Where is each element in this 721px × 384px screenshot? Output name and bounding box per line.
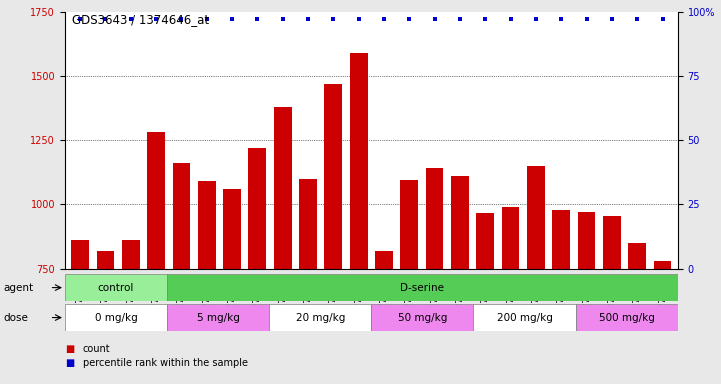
Text: ■: ■ <box>65 358 74 368</box>
Bar <box>65 274 167 301</box>
Text: 5 mg/kg: 5 mg/kg <box>197 313 239 323</box>
Bar <box>198 181 216 269</box>
Text: 200 mg/kg: 200 mg/kg <box>497 313 552 323</box>
Bar <box>552 210 570 269</box>
Text: ■: ■ <box>65 344 74 354</box>
Text: 20 mg/kg: 20 mg/kg <box>296 313 345 323</box>
Bar <box>274 107 291 269</box>
Text: control: control <box>98 283 134 293</box>
Text: D-serine: D-serine <box>400 283 444 293</box>
Bar <box>350 53 368 269</box>
Bar <box>324 84 342 269</box>
Text: dose: dose <box>4 313 29 323</box>
Bar <box>502 207 519 269</box>
Bar <box>654 261 671 269</box>
Bar <box>451 176 469 269</box>
Bar <box>122 240 140 269</box>
Text: count: count <box>83 344 110 354</box>
Bar <box>603 216 621 269</box>
Bar <box>147 132 165 269</box>
Bar <box>65 304 167 331</box>
Bar <box>371 304 474 331</box>
Bar <box>629 243 646 269</box>
Bar <box>249 148 266 269</box>
Bar <box>527 166 545 269</box>
Text: 500 mg/kg: 500 mg/kg <box>598 313 655 323</box>
Bar <box>375 251 393 269</box>
Bar <box>167 304 269 331</box>
Bar <box>97 251 114 269</box>
Bar <box>299 179 317 269</box>
Text: agent: agent <box>4 283 34 293</box>
Bar <box>575 304 678 331</box>
Bar <box>477 214 494 269</box>
Bar <box>172 163 190 269</box>
Bar <box>224 189 241 269</box>
Text: GDS3643 / 1374646_at: GDS3643 / 1374646_at <box>72 13 209 26</box>
Bar <box>269 304 371 331</box>
Bar <box>578 212 596 269</box>
Bar <box>71 240 89 269</box>
Text: percentile rank within the sample: percentile rank within the sample <box>83 358 248 368</box>
Bar <box>426 169 443 269</box>
Bar <box>400 180 418 269</box>
Text: 0 mg/kg: 0 mg/kg <box>94 313 137 323</box>
Text: 50 mg/kg: 50 mg/kg <box>398 313 447 323</box>
Bar <box>167 274 678 301</box>
Bar <box>474 304 575 331</box>
